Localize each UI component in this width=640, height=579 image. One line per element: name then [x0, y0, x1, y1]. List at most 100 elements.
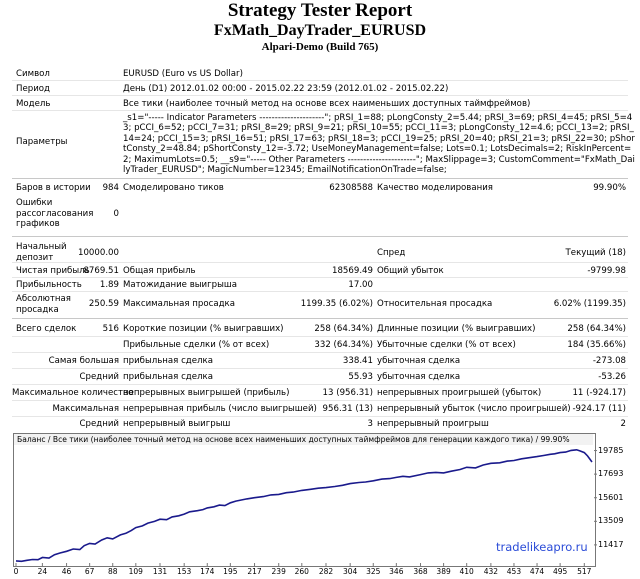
max-consecutive-loss-label: непрерывный убыток (число проигрышей): [377, 404, 571, 414]
x-tick-label: 260: [294, 567, 309, 576]
row-separator: [12, 110, 628, 111]
gross-profit-label: Общая прибыль: [123, 266, 196, 276]
profit-factor-label: Прибыльность: [16, 280, 82, 290]
report-title: Strategy Tester Report: [227, 0, 413, 21]
gross-loss-label: Общий убыток: [377, 266, 444, 276]
avg-consecutive-wins-value: 3: [367, 419, 373, 429]
total-trades-label: Всего сделок: [16, 324, 77, 334]
x-tick-label: 88: [107, 567, 118, 576]
max-consecutive-profit-label: непрерывная прибыль (число выигрышей): [123, 404, 317, 414]
avg-consecutive-losses-value: 2: [620, 419, 626, 429]
ticks-label: Смоделировано тиков: [123, 183, 224, 193]
avg-consecutive-label: Средний: [79, 419, 119, 429]
section-separator: [12, 236, 628, 237]
row-separator: [12, 384, 628, 385]
row-separator: [12, 80, 628, 81]
row-separator: [12, 262, 628, 263]
avg-profit-value: 55.93: [348, 372, 373, 382]
quality-label: Качество моделирования: [377, 183, 493, 193]
max-count-label: Максимальное количество: [12, 388, 134, 398]
short-positions-label: Короткие позиции (% выигравших): [123, 324, 284, 334]
report-subtitle: FxMath_DayTrader_EURUSD: [213, 22, 427, 39]
row-separator: [12, 95, 628, 96]
long-positions-value: 258 (64.34%): [567, 324, 626, 334]
model-value: Все тики (наиболее точный метод на основ…: [123, 99, 531, 109]
x-tick-label: 495: [552, 567, 568, 576]
x-tick-label: 67: [84, 567, 95, 576]
x-tick-label: 474: [529, 567, 545, 576]
x-tick-label: 24: [37, 567, 48, 576]
expected-payoff-value: 17.00: [348, 280, 373, 290]
average-label: Средний: [79, 372, 119, 382]
row-separator: [12, 352, 628, 353]
row-separator: [12, 291, 628, 292]
x-tick-label: 325: [366, 567, 381, 576]
x-tick-label: 304: [342, 567, 358, 576]
max-consecutive-losses-label: непрерывных проигрышей (убыток): [377, 388, 542, 398]
max-drawdown-label: Максимальная просадка: [123, 299, 235, 309]
x-tick-label: 432: [483, 567, 499, 576]
max-consecutive-profit-value: 956.31 (13): [322, 404, 373, 414]
watermark: tradelikeapro.ru: [496, 540, 588, 554]
net-profit-value: 8769.51: [83, 266, 119, 276]
period-label: Период: [16, 84, 50, 94]
row-separator: [12, 277, 628, 278]
profit-trades-value: 332 (64.34%): [314, 340, 373, 350]
avg-loss-label: убыточная сделка: [377, 372, 461, 382]
params-label: Параметры: [16, 137, 68, 147]
x-tick-label: 0: [13, 567, 19, 576]
x-tick-label: 46: [61, 567, 72, 576]
rel-drawdown-value: 6.02% (1199.35): [553, 299, 626, 309]
avg-profit-label: прибыльная сделка: [123, 372, 213, 382]
x-tick-label: 282: [318, 567, 334, 576]
largest-profit-label: прибыльная сделка: [123, 356, 213, 366]
chart-title: Баланс / Все тики (наиболее точный метод…: [14, 434, 593, 445]
x-tick-label: 346: [389, 567, 404, 576]
total-trades-value: 516: [102, 324, 119, 334]
expected-payoff-label: Матожидание выигрыша: [123, 280, 238, 290]
row-separator: [12, 416, 628, 417]
params-value: _s1="----- Indicator Parameters --------…: [123, 113, 635, 176]
x-tick-label: 368: [413, 567, 428, 576]
y-tick-label: 19785: [598, 445, 624, 455]
model-label: Модель: [16, 99, 51, 109]
gross-profit-value: 18569.49: [331, 266, 373, 276]
max-consecutive-wins-value: 13 (956.31): [322, 388, 373, 398]
x-tick-label: 389: [436, 567, 451, 576]
errors-value: 0: [113, 209, 119, 219]
profit-factor-value: 1.89: [99, 280, 119, 290]
x-tick-label: 453: [506, 567, 522, 576]
long-positions-label: Длинные позиции (% выигравших): [377, 324, 536, 334]
x-tick-label: 174: [200, 567, 215, 576]
errors-label: Ошибки рассогласования графиков: [16, 198, 94, 229]
y-tick-label: 15601: [598, 492, 624, 502]
bars-label: Баров в истории: [16, 183, 91, 193]
period-value: День (D1) 2012.01.02 00:00 - 2015.02.22 …: [123, 84, 449, 94]
y-tick-label: 17693: [598, 469, 624, 479]
row-separator: [12, 368, 628, 369]
spread-value: Текущий (18): [565, 248, 626, 258]
section-separator: [12, 178, 628, 179]
max-drawdown-value: 1199.35 (6.02%): [300, 299, 373, 309]
x-tick-label: 217: [247, 567, 262, 576]
avg-consecutive-losses-label: непрерывный проигрыш: [377, 419, 489, 429]
loss-trades-value: 184 (35.66%): [567, 340, 626, 350]
spread-label: Спред: [377, 248, 406, 258]
deposit-value: 10000.00: [77, 248, 119, 258]
row-separator: [12, 336, 628, 337]
section-separator: [12, 318, 628, 319]
abs-drawdown-value: 250.59: [88, 299, 119, 309]
quality-value: 99.90%: [593, 183, 626, 193]
x-tick-label: 109: [128, 567, 143, 576]
symbol-value: EURUSD (Euro vs US Dollar): [123, 69, 243, 79]
gross-loss-value: -9799.98: [587, 266, 626, 276]
symbol-label: Символ: [16, 69, 50, 79]
x-tick-label: 195: [223, 567, 238, 576]
largest-loss-value: -273.08: [592, 356, 626, 366]
y-tick-label: 13509: [598, 516, 624, 526]
largest-label: Самая большая: [48, 356, 119, 366]
abs-drawdown-label: Абсолютная просадка: [16, 294, 71, 315]
profit-trades-label: Прибыльные сделки (% от всех): [123, 340, 270, 350]
loss-trades-label: Убыточные сделки (% от всех): [377, 340, 516, 350]
maximal-label: Максимальная: [52, 404, 119, 414]
